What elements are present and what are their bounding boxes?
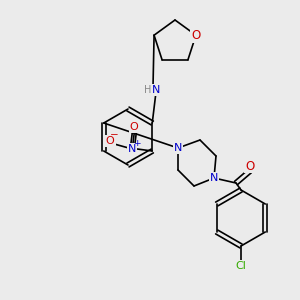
Text: N: N <box>128 144 136 154</box>
Text: O: O <box>130 122 139 132</box>
Text: O: O <box>245 160 255 172</box>
Text: O: O <box>106 136 115 146</box>
Text: H: H <box>144 85 152 95</box>
Text: N: N <box>210 173 218 183</box>
Text: Cl: Cl <box>236 261 246 271</box>
Text: N: N <box>152 85 160 95</box>
Text: −: − <box>110 130 118 140</box>
Text: O: O <box>191 29 200 42</box>
Text: N: N <box>174 143 182 153</box>
Text: +: + <box>134 139 141 148</box>
